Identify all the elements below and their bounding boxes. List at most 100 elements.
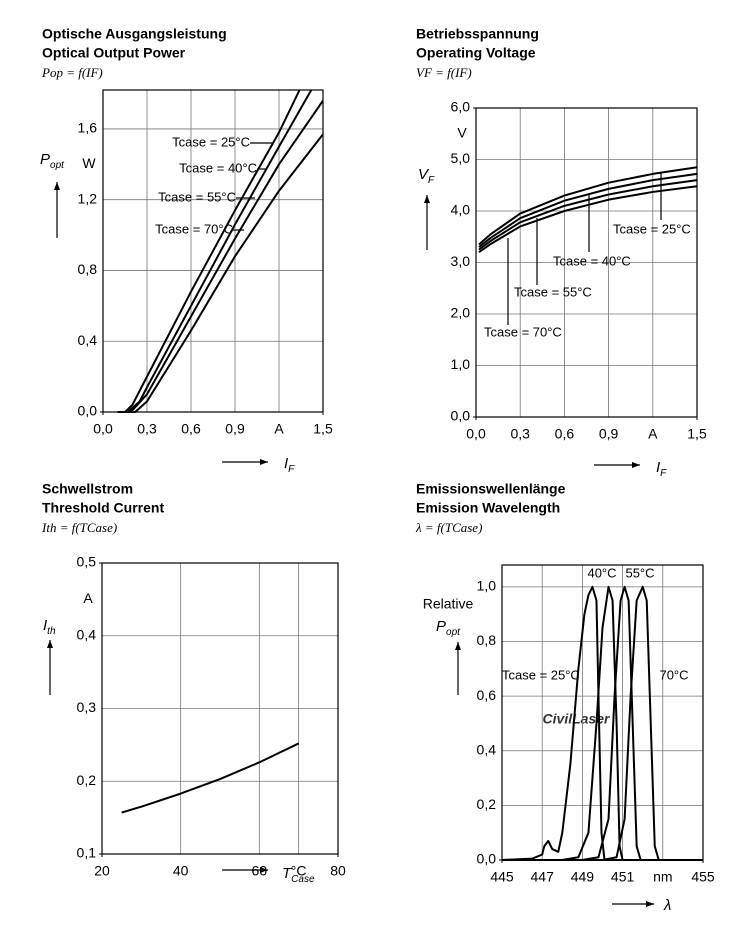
x-tick-label: 0,0: [466, 426, 486, 442]
plot-frame: [475, 107, 698, 418]
chart-subtitle: Optical Output Power: [42, 45, 186, 61]
y-tick-label: 1,6: [78, 120, 98, 136]
x-tick-label: 20: [94, 863, 110, 879]
plot-frame: [101, 562, 339, 855]
y-tick-label: 1,0: [451, 356, 471, 372]
curve-label: 55°C: [625, 565, 654, 580]
arrow-head: [424, 195, 430, 203]
chart-title: Optische Ausgangsleistung: [42, 26, 227, 42]
formula: Ith = f(TCase): [41, 520, 117, 535]
x-tick-label: 0,3: [510, 426, 530, 442]
x-tick-label: 445: [490, 869, 514, 885]
y-tick-label: 1,2: [78, 190, 98, 206]
formula: Pop = f(IF): [41, 65, 103, 80]
y-tick-label: 4,0: [451, 202, 471, 218]
x-label: TCase: [282, 865, 315, 885]
formula: λ = f(TCase): [415, 520, 482, 535]
x-tick-label: 1,5: [687, 426, 707, 442]
x-tick-label: 0,9: [225, 421, 245, 437]
curve-label: Tcase = 40°C: [553, 253, 631, 268]
curve: [478, 185, 698, 254]
chart-title: Schwellstrom: [42, 481, 133, 497]
y-unit: V: [457, 124, 467, 140]
x-tick-label: 449: [571, 869, 595, 885]
y-label-main: P: [40, 151, 50, 168]
curve: [117, 133, 324, 413]
curve: [478, 166, 698, 246]
curve-label: Tcase = 25°C: [502, 667, 580, 682]
chart-subtitle: Operating Voltage: [416, 45, 536, 61]
x-label-main: T: [282, 865, 293, 882]
x-tick-label: 1,5: [313, 421, 333, 437]
y-tick-label: 1,0: [477, 578, 497, 594]
x-tick-label: 0,6: [181, 421, 201, 437]
formula: VF = f(IF): [416, 65, 472, 80]
y-label-main: I: [43, 617, 47, 634]
x-label-sub: F: [288, 464, 295, 475]
x-label-sub: F: [660, 468, 667, 479]
y-tick-label: 0,5: [77, 554, 97, 570]
y-tick-label: 0,4: [78, 332, 98, 348]
y-tick-label: 0,0: [477, 851, 497, 867]
curve-label: 40°C: [587, 565, 616, 580]
x-tick-label: A: [648, 426, 658, 442]
y-tick-label: 0,0: [78, 403, 98, 419]
x-tick-label: nm: [653, 869, 672, 885]
y-label-prefix: Relative: [423, 596, 474, 612]
y-label-sub: opt: [446, 627, 461, 638]
y-label-sub: opt: [50, 160, 65, 171]
y-label-main: V: [418, 166, 430, 183]
x-tick-label: 451: [611, 869, 635, 885]
y-tick-label: 5,0: [451, 150, 471, 166]
x-tick-label: 60: [252, 863, 268, 879]
curve-label: Tcase = 55°C: [158, 189, 236, 204]
x-label: IF: [284, 455, 295, 475]
y-tick-label: 0,2: [77, 772, 97, 788]
y-tick-label: 0,8: [477, 632, 497, 648]
arrow-head: [260, 867, 268, 873]
y-tick-label: 6,0: [451, 99, 471, 115]
curve-label: Tcase = 25°C: [172, 134, 250, 149]
arrow-head: [47, 640, 53, 648]
curve: [502, 585, 703, 861]
curve-label: 70°C: [659, 667, 688, 682]
x-tick-label: 80: [330, 863, 346, 879]
chart-title: Betriebsspannung: [416, 26, 539, 42]
x-tick-label: 0,6: [555, 426, 575, 442]
y-label: Popt: [436, 618, 461, 638]
chart-title: Emissionswellenlänge: [416, 481, 566, 497]
curve-label: Tcase = 55°C: [514, 284, 592, 299]
curve: [478, 172, 698, 248]
y-tick-label: 0,1: [77, 845, 97, 861]
x-tick-label: °C: [291, 863, 307, 879]
arrow-head: [632, 462, 640, 468]
y-label-main: P: [436, 618, 446, 635]
y-label: Popt: [40, 151, 65, 171]
chart-subtitle: Emission Wavelength: [416, 500, 560, 516]
watermark: CivilLaser: [543, 711, 611, 727]
y-label: Ith: [43, 617, 56, 637]
x-tick-label: A: [274, 421, 284, 437]
y-tick-label: 0,0: [451, 408, 471, 424]
arrow-head: [260, 459, 268, 465]
x-tick-label: 455: [691, 869, 715, 885]
x-tick-label: 0,9: [599, 426, 619, 442]
x-tick-label: 0,0: [93, 421, 113, 437]
y-tick-label: 0,8: [78, 261, 98, 277]
y-label-sub: F: [428, 175, 435, 186]
x-label-sub: Case: [291, 874, 315, 885]
y-tick-label: 0,3: [77, 699, 97, 715]
curve-label: Tcase = 70°C: [484, 324, 562, 339]
x-label: IF: [656, 459, 667, 479]
plot-frame: [102, 89, 324, 413]
chart-subtitle: Threshold Current: [42, 500, 164, 516]
x-tick-label: 447: [531, 869, 555, 885]
curve: [501, 585, 703, 861]
arrow-head: [646, 901, 654, 907]
curve-label: Tcase = 25°C: [613, 221, 691, 236]
y-tick-label: 0,4: [477, 741, 497, 757]
x-tick-label: 40: [173, 863, 189, 879]
x-label-main: I: [656, 459, 660, 476]
x-label-main: I: [284, 455, 288, 472]
curve: [117, 89, 313, 413]
